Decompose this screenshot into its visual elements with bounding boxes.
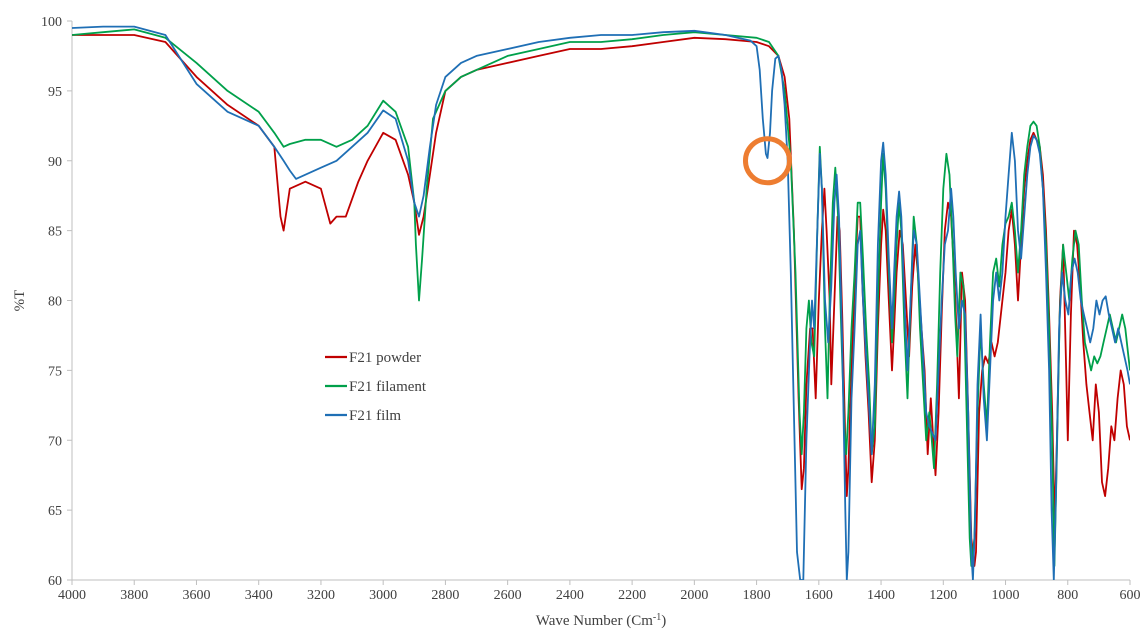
x-axis-title-close: ) — [661, 613, 666, 629]
x-tick-labels: 4000 3800 3600 3400 3200 3000 2800 2600 2400 2200… — [58, 580, 1141, 603]
x-axis-title-sup: -1 — [653, 612, 661, 623]
x-tick-label: 4000 — [58, 588, 86, 603]
series-lines — [72, 25, 1130, 580]
y-tick-label: 80 — [48, 295, 62, 310]
x-tick-label: 600 — [1120, 588, 1141, 603]
y-tick-label: 75 — [48, 364, 62, 379]
y-tick-label: 65 — [48, 504, 62, 519]
y-tick-label: 100 — [41, 15, 62, 30]
x-axis-title: Wave Number (Cm-1) — [536, 612, 666, 630]
y-tick-label: 70 — [48, 434, 62, 449]
x-tick-label: 3200 — [307, 588, 335, 603]
x-tick-label: 3600 — [182, 588, 210, 603]
x-tick-label: 2800 — [431, 588, 459, 603]
y-tick-label: 90 — [48, 155, 62, 170]
legend-label: F21 filament — [349, 379, 427, 395]
legend: F21 powder F21 filament F21 film — [325, 350, 427, 424]
x-tick-label: 800 — [1057, 588, 1078, 603]
y-tick-label: 85 — [48, 225, 62, 240]
x-tick-label: 1400 — [867, 588, 895, 603]
x-tick-label: 1600 — [805, 588, 833, 603]
x-tick-label: 2200 — [618, 588, 646, 603]
legend-label: F21 film — [349, 408, 401, 424]
x-tick-label: 3800 — [120, 588, 148, 603]
x-tick-label: 3400 — [245, 588, 273, 603]
series-line-f21-powder — [72, 34, 1130, 567]
x-tick-label: 1200 — [929, 588, 957, 603]
series-line-f21-filament — [72, 28, 1130, 567]
series-line-f21-film — [72, 25, 1130, 580]
y-tick-label: 95 — [48, 85, 62, 100]
legend-label: F21 powder — [349, 350, 421, 366]
x-tick-label: 2400 — [556, 588, 584, 603]
x-tick-label: 3000 — [369, 588, 397, 603]
x-tick-label: 2000 — [680, 588, 708, 603]
x-tick-label: 2600 — [494, 588, 522, 603]
x-axis-title-main: Wave Number (Cm — [536, 613, 653, 629]
x-tick-label: 1000 — [992, 588, 1020, 603]
x-tick-label: 1800 — [743, 588, 771, 603]
y-axis-title: %T — [12, 290, 28, 312]
y-tick-labels: 60 65 70 75 80 85 90 95 100 — [41, 15, 72, 589]
annotations — [742, 136, 792, 186]
highlight-circle — [742, 136, 792, 186]
y-tick-label: 60 — [48, 574, 62, 589]
